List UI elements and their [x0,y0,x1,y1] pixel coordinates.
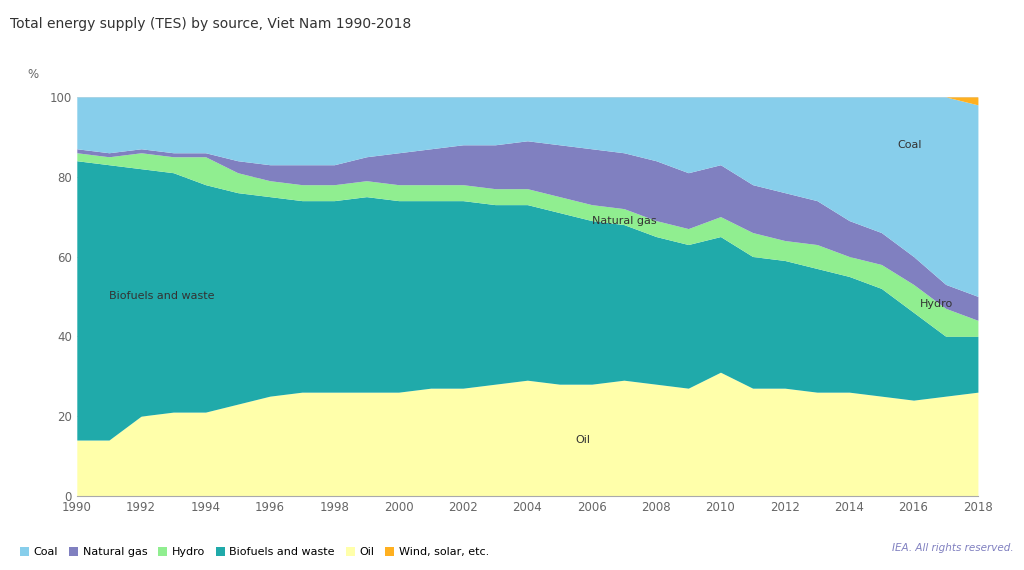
Text: Biofuels and waste: Biofuels and waste [109,291,214,302]
Text: %: % [28,68,38,81]
Text: Oil: Oil [575,435,591,445]
Text: IEA. All rights reserved.: IEA. All rights reserved. [892,543,1014,553]
Legend: Coal, Natural gas, Hydro, Biofuels and waste, Oil, Wind, solar, etc.: Coal, Natural gas, Hydro, Biofuels and w… [15,543,494,561]
Text: Natural gas: Natural gas [592,215,656,226]
Text: Hydro: Hydro [920,299,953,310]
Text: Total energy supply (TES) by source, Viet Nam 1990-2018: Total energy supply (TES) by source, Vie… [10,17,412,31]
Text: Coal: Coal [897,140,922,150]
